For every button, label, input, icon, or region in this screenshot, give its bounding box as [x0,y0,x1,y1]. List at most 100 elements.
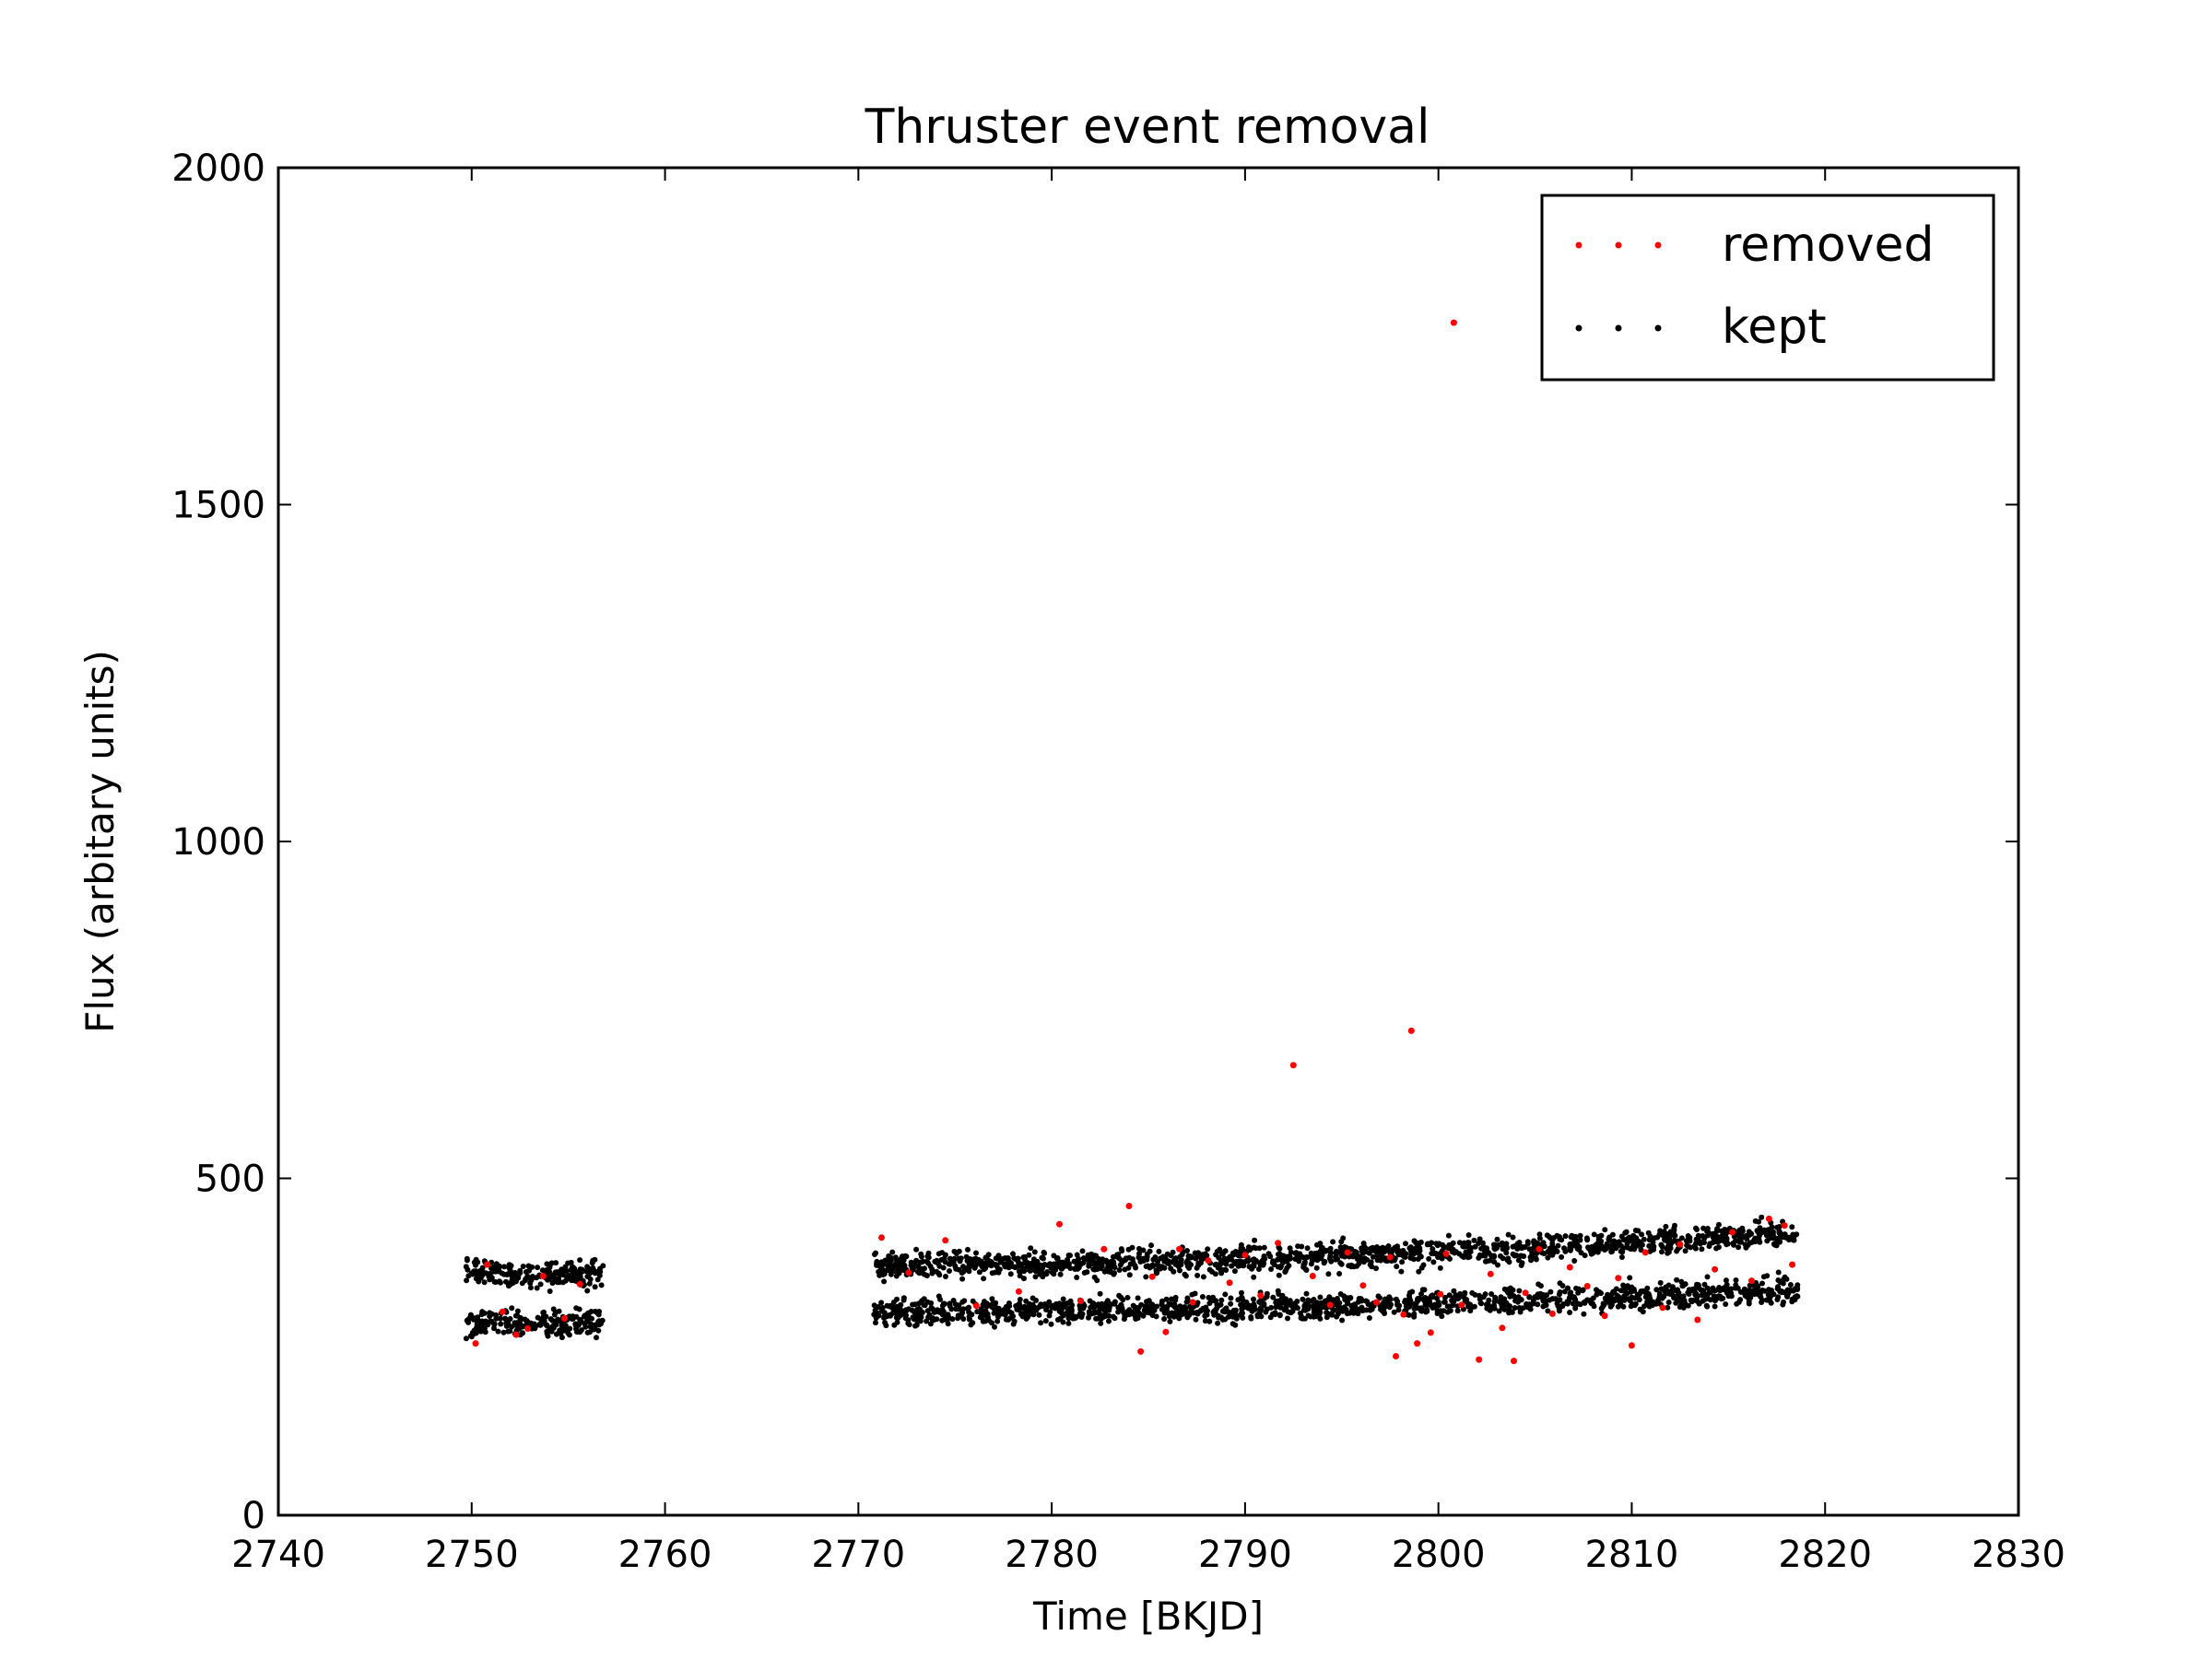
kept-point [1345,1296,1351,1302]
kept-point [584,1288,591,1294]
removed-point [1765,1215,1772,1222]
kept-point [1737,1288,1744,1295]
kept-point [1450,1240,1456,1246]
kept-point [898,1306,904,1312]
kept-point [1715,1286,1722,1292]
kept-point [509,1324,515,1330]
removed-point [1189,1299,1196,1306]
x-tick-label: 2820 [1778,1534,1872,1576]
kept-point [1723,1301,1729,1307]
kept-point [1303,1290,1310,1297]
kept-point [1743,1244,1749,1251]
kept-point [1138,1301,1145,1308]
kept-point [1373,1265,1379,1272]
kept-point [1041,1262,1048,1267]
kept-point [1229,1256,1235,1263]
kept-point [889,1305,896,1312]
removed-point [1407,1027,1415,1034]
kept-point [1628,1303,1634,1310]
kept-point [1105,1263,1112,1269]
kept-point [1730,1241,1736,1246]
kept-point [1517,1309,1524,1315]
kept-point [1503,1300,1510,1306]
kept-point [1228,1300,1234,1307]
kept-point [1118,1302,1124,1308]
kept-point [1251,1301,1257,1307]
kept-point [1319,1244,1325,1251]
kept-point [1739,1225,1746,1231]
kept-point [994,1318,1001,1324]
kept-point [1516,1288,1523,1294]
kept-point [1133,1316,1139,1322]
kept-point [929,1316,935,1323]
kept-point [1777,1239,1783,1245]
kept-point [1049,1304,1055,1311]
kept-point [1054,1255,1060,1262]
kept-point [1164,1303,1171,1310]
kept-point [510,1270,516,1277]
kept-point [1695,1236,1701,1242]
kept-point [464,1317,470,1324]
kept-point [1072,1266,1078,1272]
removed-point [1176,1245,1183,1253]
removed-point [1583,1283,1591,1289]
kept-point [1115,1309,1122,1315]
kept-point [1300,1296,1306,1302]
kept-point [1557,1234,1562,1240]
kept-point [1336,1271,1343,1277]
kept-point [1588,1251,1594,1257]
kept-point [1276,1272,1282,1278]
kept-point [1671,1295,1677,1300]
kept-point [1567,1310,1573,1315]
removed-point [1694,1316,1701,1324]
kept-point [1162,1255,1169,1262]
kept-point [940,1265,947,1271]
kept-point [1172,1297,1179,1303]
kept-point [1471,1303,1477,1310]
legend-marker-removed [1654,241,1662,249]
kept-point [1536,1235,1543,1241]
kept-point [1518,1253,1524,1259]
kept-point [1068,1309,1075,1315]
kept-point [919,1270,925,1276]
kept-point [1174,1310,1181,1316]
kept-point [989,1296,995,1302]
kept-point [1132,1304,1138,1311]
kept-point [981,1310,987,1316]
kept-point [976,1269,982,1276]
kept-point [1588,1246,1594,1253]
kept-point [1054,1264,1061,1270]
kept-point [1758,1294,1764,1300]
kept-point [589,1260,595,1266]
kept-point [1702,1296,1709,1302]
kept-point [1268,1304,1275,1311]
kept-point [1720,1230,1726,1236]
kept-point [1182,1307,1188,1313]
kept-point [1751,1288,1758,1294]
kept-point [1260,1262,1266,1268]
kept-point [934,1316,940,1323]
kept-point [1326,1294,1333,1300]
kept-point [874,1262,880,1268]
kept-point [974,1309,981,1315]
kept-point [1625,1296,1631,1302]
kept-point [1251,1296,1256,1302]
kept-point [1343,1306,1349,1312]
kept-point [1768,1300,1774,1306]
kept-point [982,1301,989,1308]
kept-point [871,1302,877,1309]
kept-point [1763,1297,1770,1303]
kept-point [1659,1243,1665,1250]
kept-point [1255,1266,1262,1272]
kept-point [955,1302,961,1309]
kept-point [1449,1249,1455,1255]
kept-point [1735,1238,1741,1244]
kept-point [1369,1247,1375,1253]
kept-point [905,1317,912,1324]
kept-point [1302,1266,1309,1273]
removed-point [512,1331,520,1338]
kept-point [1723,1277,1729,1284]
kept-point [1659,1249,1665,1255]
kept-point [1385,1300,1392,1306]
kept-point [1067,1253,1073,1259]
